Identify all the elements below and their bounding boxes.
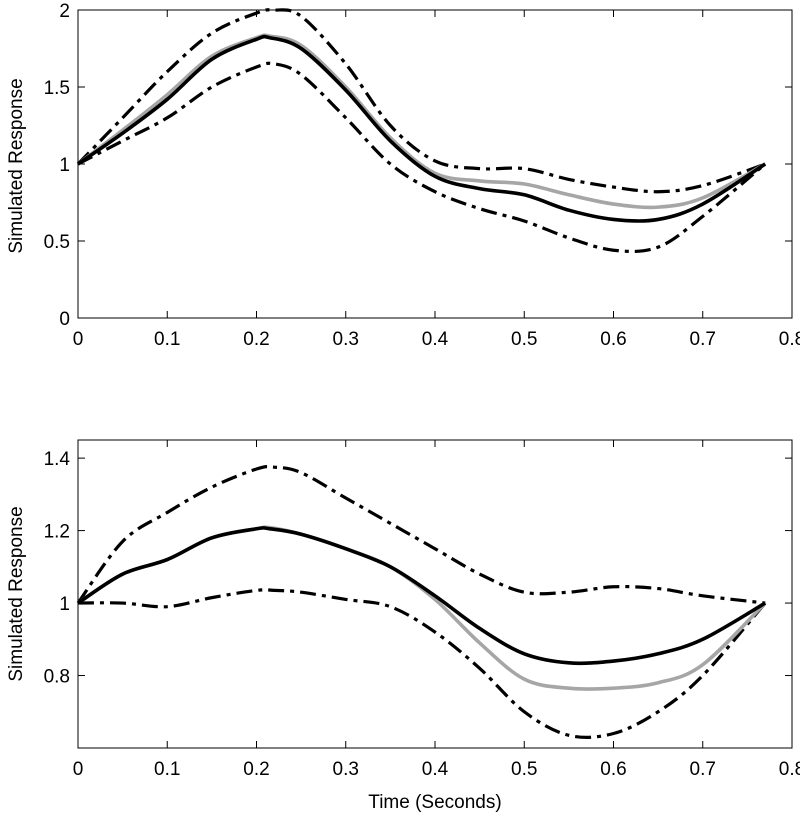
bottom-plot: 0 0.1 0.2 0.3 0.4 0.5 0.6 0.7 0.8 0.8 1 1.2 1.4 Simu… <box>6 439 800 780</box>
bottom-plot-y-tick-label: 1.4 <box>44 449 71 470</box>
top-plot-series <box>76 8 767 254</box>
top-plot-x-tick-label: 0.8 <box>779 329 800 350</box>
x-axis-label: Time (Seconds) <box>368 792 501 813</box>
bottom-plot-y-label: Simulated Response <box>6 506 27 681</box>
top-plot-x-tick-label: 0 <box>73 329 84 350</box>
top-plot-x-tick-label: 0.4 <box>422 329 449 350</box>
top-plot-y-tick-label: 0 <box>59 309 70 330</box>
top-plot-series-gray-response <box>76 33 767 210</box>
bottom-plot-series-upper-bound <box>76 465 766 605</box>
bottom-plot-y-tick-label: 1.2 <box>44 522 70 543</box>
bottom-plot-x-tick-label: 0.4 <box>422 759 449 780</box>
bottom-plot-x-tick-label: 0 <box>73 759 84 780</box>
bottom-plot-x-tick-label: 0.6 <box>600 759 626 780</box>
bottom-plot-x-tick-label: 0.7 <box>690 759 716 780</box>
top-plot: 0 0.1 0.2 0.3 0.4 0.5 0.6 0.7 0.8 0 0.5 1 1.5 2 Simul… <box>6 1 800 350</box>
bottom-plot-x-tick-label: 0.2 <box>243 759 269 780</box>
top-plot-series-black-response <box>76 34 767 223</box>
bottom-plot-x-tick-label: 0.3 <box>333 759 359 780</box>
top-plot-series-lower-bound <box>77 61 767 254</box>
top-plot-x-tick-label: 0.1 <box>154 329 180 350</box>
top-plot-x-tick-label: 0.2 <box>243 329 269 350</box>
top-plot-y-tick-label: 1.5 <box>44 78 70 99</box>
top-plot-x-tick-label: 0.7 <box>690 329 716 350</box>
top-plot-ticks: 0 0.1 0.2 0.3 0.4 0.5 0.6 0.7 0.8 0 0.5 1 1.5 2 <box>44 1 800 350</box>
top-plot-x-tick-label: 0.5 <box>511 329 537 350</box>
bottom-plot-ticks: 0 0.1 0.2 0.3 0.4 0.5 0.6 0.7 0.8 0.8 1 1.2 1.4 <box>44 440 800 780</box>
bottom-plot-y-tick-label: 1 <box>59 594 70 615</box>
top-plot-x-tick-label: 0.6 <box>600 329 626 350</box>
bottom-plot-series <box>76 465 767 739</box>
top-plot-x-tick-label: 0.3 <box>333 329 359 350</box>
bottom-plot-y-tick-label: 0.8 <box>44 667 70 688</box>
bottom-plot-x-tick-label: 0.5 <box>511 759 537 780</box>
top-plot-y-tick-label: 1 <box>59 155 70 176</box>
bottom-plot-series-black-response <box>77 526 767 666</box>
top-plot-y-tick-label: 0.5 <box>44 232 70 253</box>
top-plot-y-label: Simulated Response <box>6 78 27 253</box>
top-plot-y-tick-label: 2 <box>59 1 70 22</box>
top-plot-series-upper-bound <box>76 8 766 194</box>
bottom-plot-x-tick-label: 0.8 <box>779 759 800 780</box>
bottom-plot-x-tick-label: 0.1 <box>154 759 180 780</box>
